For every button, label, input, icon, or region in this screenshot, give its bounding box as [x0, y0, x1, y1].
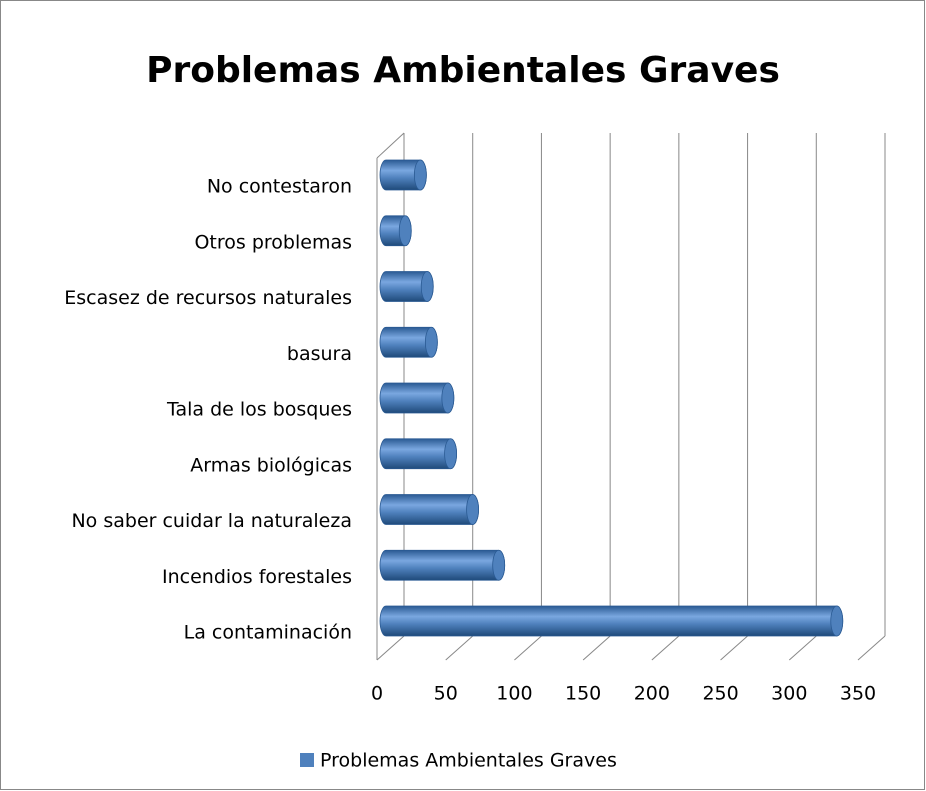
y-tick-label: basura: [287, 343, 352, 365]
x-tick-label: 200: [634, 683, 670, 705]
bar-cap: [830, 605, 844, 637]
x-tick-label: 150: [565, 683, 601, 705]
floor-line: [582, 635, 611, 661]
bar-cap: [398, 215, 412, 247]
floor-line: [857, 635, 886, 661]
bar-cap: [441, 382, 455, 414]
y-tick-label: No contestaron: [207, 176, 352, 198]
x-tick-label: 50: [434, 683, 458, 705]
legend-label: Problemas Ambientales Graves: [320, 750, 617, 772]
x-tick-label: 0: [371, 683, 383, 705]
bar: [379, 605, 844, 637]
bar-cap: [413, 159, 427, 191]
x-tick-label: 250: [702, 683, 738, 705]
y-tick-label: Incendios forestales: [162, 566, 352, 588]
y-tick-label: No saber cuidar la naturaleza: [71, 510, 352, 532]
bar: [379, 549, 506, 581]
floor-line: [720, 635, 748, 661]
bar-cap: [444, 438, 457, 470]
y-tick-label: La contaminación: [184, 622, 352, 644]
floor-line: [788, 635, 817, 661]
floor-line: [651, 635, 680, 661]
wall-edge: [376, 132, 405, 159]
floor-line: [376, 635, 405, 661]
y-tick-label: Otros problemas: [194, 231, 352, 253]
bar-cap: [424, 326, 438, 358]
floor-line: [445, 635, 474, 661]
y-tick-label: Armas biológicas: [190, 454, 352, 476]
bar-cap: [466, 494, 479, 525]
x-tick-label: 300: [771, 683, 807, 705]
bar-cap: [420, 271, 434, 302]
bar: [379, 494, 479, 525]
chart-title: Problemas Ambientales Graves: [146, 50, 780, 91]
floor-line: [514, 635, 542, 661]
y-tick-label: Escasez de recursos naturales: [64, 287, 352, 309]
bar-cap: [492, 549, 506, 581]
x-tick-label: 100: [496, 683, 532, 705]
legend-swatch: [300, 753, 314, 767]
x-tick-label: 350: [840, 683, 876, 705]
y-tick-label: Tala de los bosques: [166, 399, 352, 421]
